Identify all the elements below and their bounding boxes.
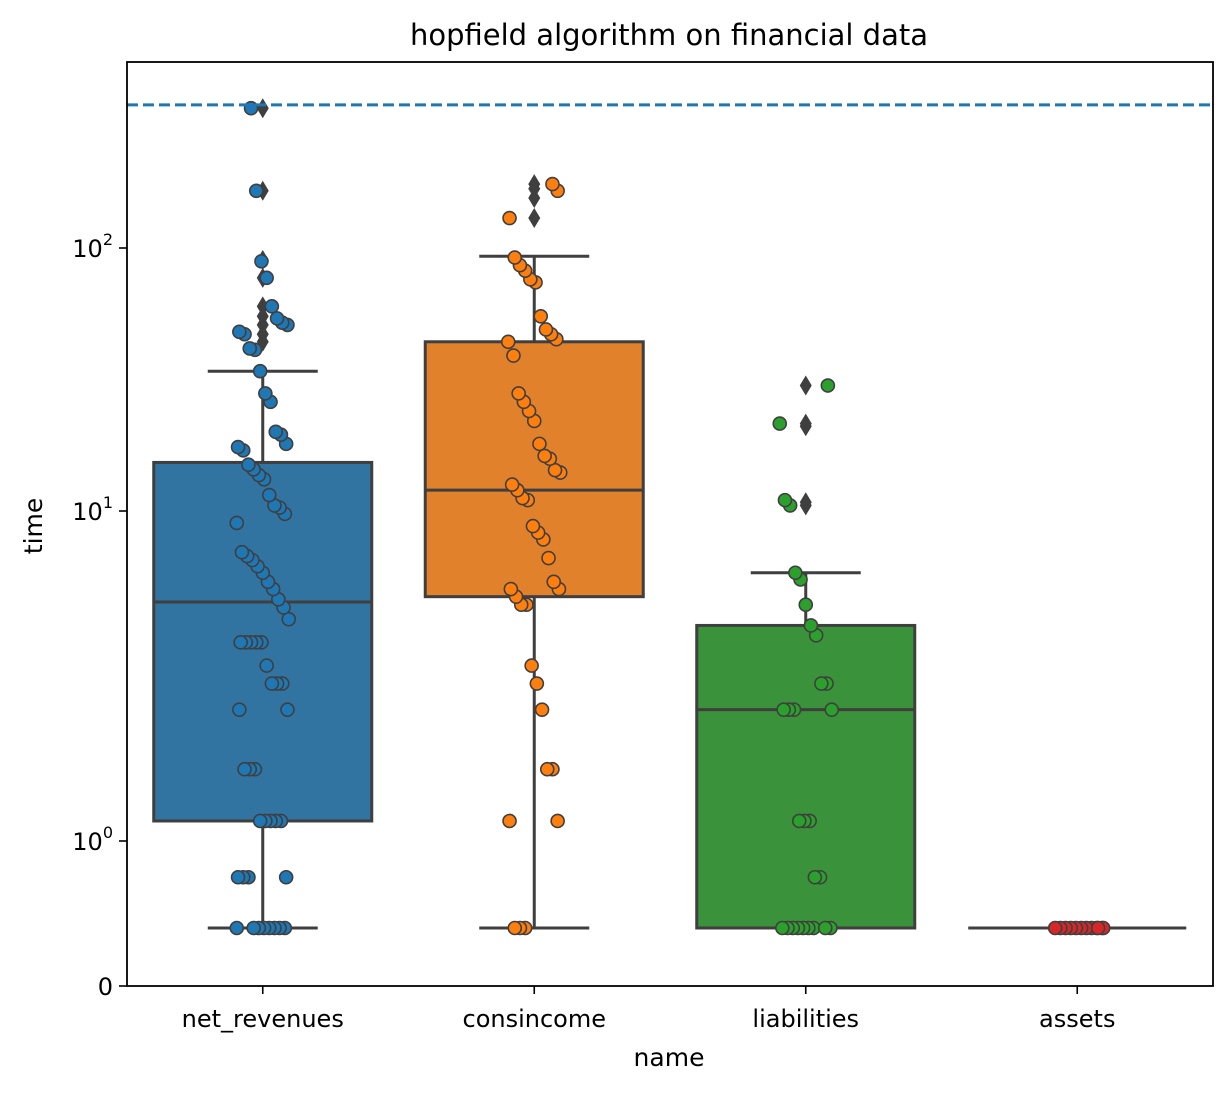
- data-point: [547, 575, 560, 588]
- data-point: [232, 871, 245, 884]
- data-point: [777, 703, 790, 716]
- data-point: [235, 546, 248, 559]
- data-point: [506, 478, 519, 491]
- data-point: [281, 703, 294, 716]
- data-point: [247, 922, 260, 935]
- data-point: [259, 387, 272, 400]
- data-point: [541, 763, 554, 776]
- data-point: [776, 922, 789, 935]
- data-point: [793, 814, 806, 827]
- data-point: [232, 441, 245, 454]
- data-point: [230, 516, 243, 529]
- data-point: [512, 387, 525, 400]
- data-point: [808, 871, 821, 884]
- outlier-marker: [528, 208, 540, 228]
- data-point: [230, 922, 243, 935]
- data-point: [536, 703, 549, 716]
- outlier-marker: [257, 98, 269, 118]
- y-tick-exponent: 0: [103, 823, 113, 842]
- data-point: [260, 271, 273, 284]
- data-point: [265, 677, 278, 690]
- x-tick-label: assets: [1039, 1005, 1115, 1033]
- data-point: [263, 489, 276, 502]
- box-group-liabilities: [697, 376, 915, 928]
- data-point: [546, 178, 559, 191]
- data-point: [525, 659, 538, 672]
- plot-area: net_revenues consincome liabilities assets 0…: [72, 62, 1213, 1033]
- data-point: [503, 814, 516, 827]
- box-group-net_revenues: [154, 98, 372, 928]
- data-point: [238, 763, 251, 776]
- x-tick-label: net_revenues: [182, 1005, 344, 1033]
- data-point: [1092, 922, 1105, 935]
- x-tick-label: liabilities: [752, 1005, 859, 1033]
- data-point: [255, 255, 268, 268]
- data-point: [539, 323, 552, 336]
- data-point: [542, 552, 555, 565]
- y-tick-label: 102: [72, 230, 113, 263]
- data-point: [825, 703, 838, 716]
- strip-points-assets: [1049, 922, 1110, 935]
- data-point: [507, 349, 520, 362]
- y-tick-label: 101: [72, 493, 113, 526]
- data-point: [534, 310, 547, 323]
- data-point: [242, 458, 255, 471]
- data-point: [778, 494, 791, 507]
- data-point: [233, 325, 246, 338]
- y-axis-label: time: [19, 498, 48, 554]
- y-tick-exponent: 2: [103, 230, 113, 249]
- data-point: [260, 659, 273, 672]
- y-tick-exponent: 1: [103, 493, 113, 512]
- data-point: [526, 520, 539, 533]
- data-point: [530, 677, 543, 690]
- outlier-marker: [800, 414, 812, 434]
- data-point: [233, 703, 246, 716]
- chart-title: hopfield algorithm on financial data: [410, 18, 928, 52]
- data-point: [538, 449, 551, 462]
- data-point: [799, 598, 812, 611]
- data-point: [280, 871, 293, 884]
- data-point: [243, 342, 256, 355]
- x-axis-label: name: [634, 1043, 705, 1072]
- box-consincome: [425, 342, 643, 597]
- data-point: [773, 417, 786, 430]
- data-point: [508, 251, 521, 264]
- outlier-marker: [800, 376, 812, 396]
- data-point: [815, 677, 828, 690]
- data-point: [804, 619, 817, 632]
- data-point: [508, 922, 521, 935]
- data-point: [234, 636, 247, 649]
- data-point: [504, 583, 517, 596]
- data-point: [254, 365, 267, 378]
- data-point: [821, 379, 834, 392]
- data-point: [789, 566, 802, 579]
- data-point: [502, 335, 515, 348]
- data-point: [269, 425, 282, 438]
- box-liabilities: [697, 625, 915, 928]
- data-point: [265, 300, 278, 313]
- y-tick-label: 0: [98, 973, 113, 1001]
- y-tick-label: 100: [72, 823, 113, 856]
- data-point: [533, 437, 546, 450]
- x-tick-label: consincome: [463, 1005, 607, 1033]
- data-point: [1049, 922, 1062, 935]
- data-point: [551, 814, 564, 827]
- data-point: [819, 922, 832, 935]
- data-point: [254, 814, 267, 827]
- data-point: [250, 184, 263, 197]
- chart: hopfield algorithm on financial data nam…: [0, 0, 1232, 1093]
- data-point: [503, 212, 516, 225]
- data-point: [271, 312, 284, 325]
- outlier-marker: [800, 492, 812, 512]
